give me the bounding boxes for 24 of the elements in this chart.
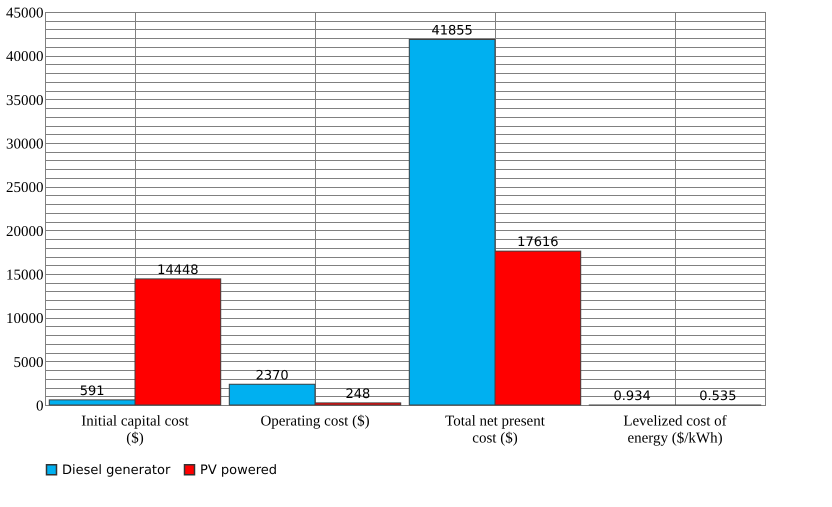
data-label: 0.934 [614,388,651,404]
data-label: 591 [80,384,105,399]
y-tick-label: 15000 [6,268,44,284]
data-label: 0.535 [699,388,736,404]
y-tick-label: 25000 [6,180,44,196]
data-label: 17616 [517,235,559,250]
data-label: 248 [345,386,370,402]
data-label: 41855 [431,23,473,38]
legend-label: Diesel generator [62,462,171,478]
data-label: 2370 [256,368,289,384]
legend-label: PV powered [200,462,278,478]
y-tick-label: 45000 [6,6,44,22]
y-tick-label: 20000 [6,224,44,240]
y-tick-label: 40000 [6,49,44,66]
y-tick-label: 10000 [6,311,44,328]
y-tick-label: 35000 [6,92,44,109]
x-tick-label: Initial capital cost ($) [81,414,190,446]
y-tick-label: 30000 [6,136,44,152]
x-tick-label: Total net present cost ($) [445,414,546,446]
x-tick-label: Operating cost ($) [260,414,370,430]
y-tick-label: 0 [36,398,44,414]
x-tick-label: Levelized cost of energy ($/kWh) [623,414,727,446]
data-label: 14448 [157,262,199,278]
y-tick-label: 5000 [14,354,44,371]
